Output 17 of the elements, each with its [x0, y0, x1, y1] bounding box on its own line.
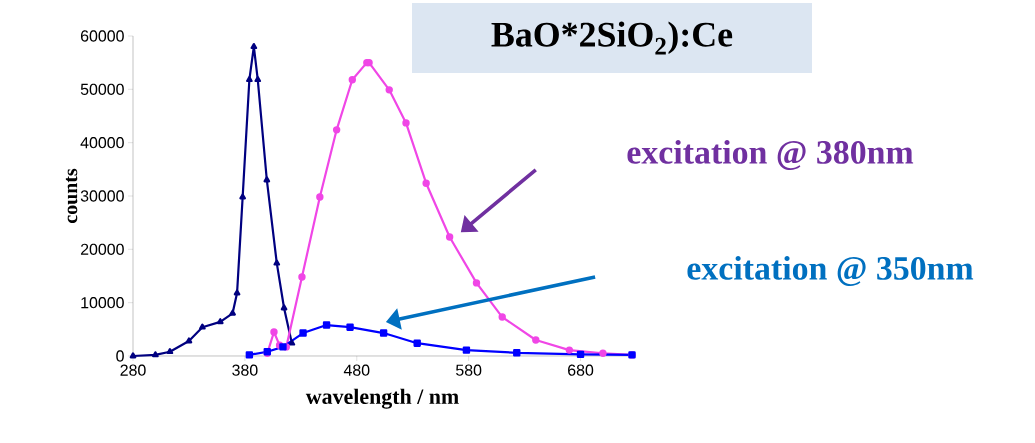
x-tick-label: 480: [343, 364, 370, 376]
x-tick-label: 380: [232, 364, 258, 376]
text: excitation @ 350nm: [687, 256, 974, 286]
y-tick-label: 30000: [80, 190, 124, 202]
y-tick-label: 0: [116, 350, 124, 362]
y-tick-label: 60000: [80, 30, 124, 42]
y-tick-label: 50000: [80, 83, 124, 95]
y-axis-title: counts: [65, 168, 78, 223]
x-tick-label: 280: [120, 364, 146, 376]
y-tick-label: 40000: [80, 137, 124, 149]
y-tick-label: 10000: [81, 297, 124, 309]
annotation: excitation @ 380nm: [627, 140, 914, 170]
x-axis-title: wavelength / nm: [305, 388, 459, 409]
chart-title: BaO*2SiO$_{2}$):Ce: [491, 21, 733, 55]
x-tick-label: 580: [456, 364, 482, 376]
y-tick-label: 20000: [80, 243, 124, 255]
x-tick-label: 680: [568, 364, 594, 376]
